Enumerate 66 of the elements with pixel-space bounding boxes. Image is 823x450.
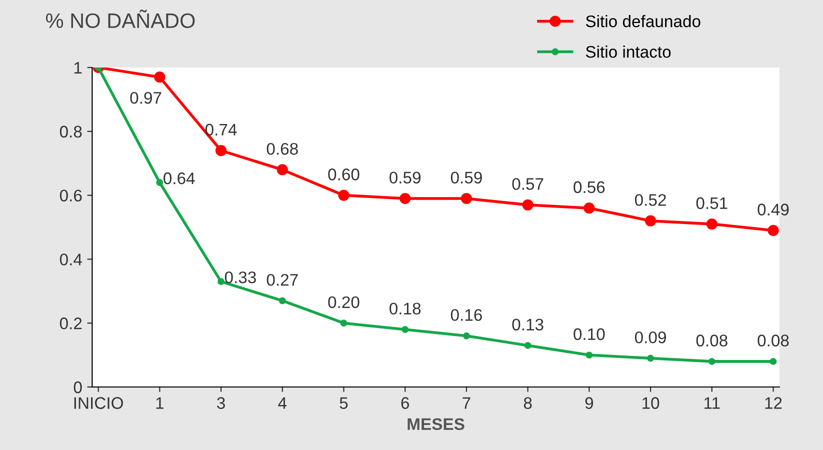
x-tick-label: 12 bbox=[765, 397, 782, 409]
x-tick-label: 6 bbox=[401, 397, 409, 409]
point bbox=[522, 199, 534, 210]
point bbox=[524, 342, 532, 349]
y-tick-label: 0.6 bbox=[60, 190, 82, 202]
data-label: 0.68 bbox=[266, 142, 298, 155]
point bbox=[584, 202, 595, 214]
point bbox=[154, 72, 166, 83]
data-label: 0.52 bbox=[634, 194, 666, 206]
point bbox=[215, 145, 227, 156]
y-tick-label: 1 bbox=[74, 62, 82, 74]
data-label: 0.10 bbox=[574, 328, 605, 340]
x-tick-label: 5 bbox=[340, 397, 348, 409]
data-label: 0.51 bbox=[696, 197, 728, 210]
x-tick-label: INICIO bbox=[74, 397, 123, 409]
point bbox=[340, 320, 348, 327]
x-tick-label: 4 bbox=[278, 397, 287, 409]
y-axis-title: % NO DAÑADO bbox=[46, 10, 195, 28]
y-tick-label: 0.2 bbox=[60, 318, 82, 330]
data-label: 0.13 bbox=[512, 318, 544, 330]
legend-label: Sitio defaunado bbox=[586, 15, 700, 28]
data-label: 0.60 bbox=[328, 168, 360, 180]
data-label: 0.97 bbox=[130, 92, 162, 104]
point bbox=[402, 326, 409, 333]
x-tick-label: 9 bbox=[585, 397, 594, 409]
point bbox=[278, 297, 286, 304]
data-label: 0.49 bbox=[758, 204, 789, 216]
y-tick-label: 0.4 bbox=[60, 254, 82, 266]
data-label: 0.16 bbox=[450, 309, 482, 321]
data-label: 0.57 bbox=[512, 178, 544, 190]
data-label: 0.64 bbox=[164, 172, 195, 184]
data-label: 0.33 bbox=[224, 271, 256, 284]
y-tick-label: 0 bbox=[74, 381, 82, 394]
data-label: 0.08 bbox=[696, 334, 728, 346]
x-axis-title: MESES bbox=[408, 418, 464, 430]
point bbox=[460, 192, 472, 204]
point bbox=[276, 164, 288, 176]
point bbox=[768, 224, 779, 236]
data-label: 0.18 bbox=[390, 302, 421, 315]
point bbox=[706, 218, 718, 230]
point bbox=[708, 358, 716, 365]
x-tick-label: 1 bbox=[156, 397, 164, 409]
data-label: 0.74 bbox=[205, 124, 237, 136]
x-tick-label: 11 bbox=[704, 397, 720, 409]
data-label: 0.09 bbox=[634, 331, 666, 344]
x-tick-label: 7 bbox=[462, 397, 470, 409]
data-label: 0.08 bbox=[758, 334, 789, 346]
point bbox=[400, 192, 411, 204]
point bbox=[644, 215, 656, 226]
point bbox=[462, 332, 470, 340]
data-label: 0.27 bbox=[266, 274, 298, 286]
y-tick-label: 0.8 bbox=[60, 126, 82, 138]
data-label: 0.59 bbox=[390, 172, 421, 184]
point bbox=[770, 358, 777, 365]
data-label: 0.20 bbox=[328, 296, 360, 308]
point bbox=[338, 190, 350, 201]
x-tick-label: 10 bbox=[642, 397, 660, 409]
point bbox=[586, 352, 593, 359]
x-tick-label: 3 bbox=[217, 397, 225, 409]
data-label: 0.59 bbox=[450, 172, 482, 184]
x-tick-label: 8 bbox=[524, 397, 532, 409]
point bbox=[647, 354, 654, 362]
point bbox=[156, 179, 164, 186]
point bbox=[218, 278, 224, 286]
data-label: 0.56 bbox=[574, 181, 605, 194]
legend-label: Sitio intacto bbox=[586, 46, 671, 58]
